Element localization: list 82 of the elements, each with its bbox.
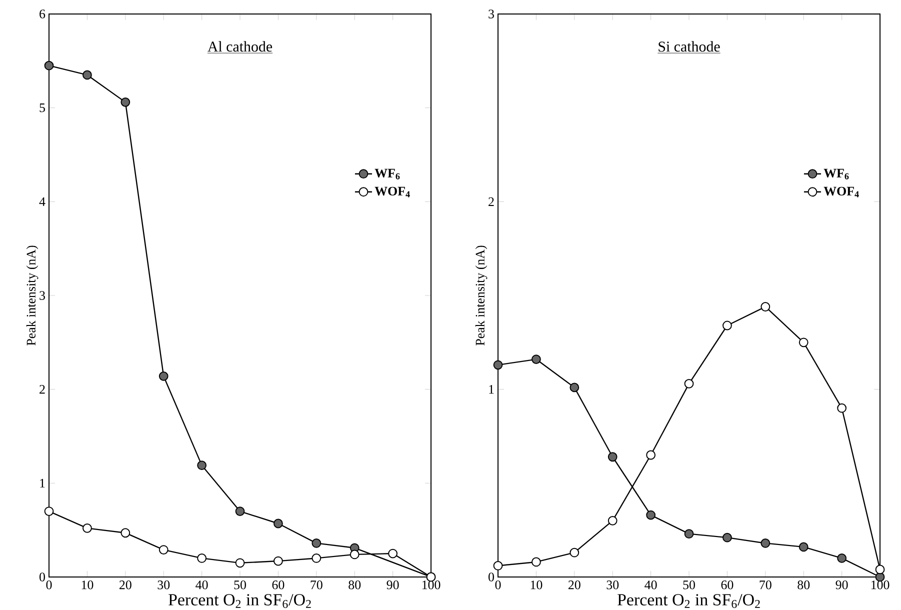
y-tick-label: 0 [40,572,45,582]
point [760,538,770,548]
point [608,516,618,526]
x-tick-label: 100 [422,580,440,590]
x-tick-label: 50 [234,580,246,590]
point [312,538,322,548]
point [875,564,885,574]
y-tick-label: 6 [40,10,46,18]
x-tick-label: 60 [272,580,284,590]
point [44,506,54,516]
x-tick-label: 0 [46,580,52,590]
y-tick-label: 1 [40,478,45,488]
x-tick-label: 0 [495,580,501,590]
y-tick-label: 0 [488,572,494,582]
y-axis-title: Peak intensity (nA) [475,246,488,346]
point [684,529,694,539]
x-axis-title: Percent O$_{2}$ in SF$_{6}$/O$_{2}$ [618,594,760,608]
x-tick-label: 20 [568,580,580,590]
y-axis-title: Peak intensity (nA) [26,246,38,346]
point [646,510,656,520]
text: Al cathode [208,41,272,52]
x-tick-label: 90 [836,580,848,590]
y-tick-label: 3 [488,10,494,18]
y-tick-label: 4 [39,197,46,206]
point [570,382,580,392]
point [570,548,580,558]
point [388,548,398,558]
legend-label: WF$_{6}$ [374,168,400,180]
y-tick-label: 3 [40,291,45,300]
point [158,371,168,381]
point [235,506,245,516]
point [44,60,54,70]
point [158,545,168,554]
x-tick-label: 70 [760,580,772,590]
point [532,557,541,567]
point [350,550,360,560]
point [798,542,808,552]
x-tick-label: 50 [683,580,695,590]
y-tick-label: 1 [489,385,494,394]
x-tick-label: 20 [119,580,132,590]
point [120,97,130,107]
point [235,558,245,568]
point [684,378,694,388]
point [312,554,322,563]
y-tick-label: 2 [488,197,494,206]
x-tick-label: 40 [644,580,657,590]
legend-label: WOF$_{4}$ [824,186,859,198]
x-tick-label: 60 [721,580,734,590]
text: Si cathode [658,41,720,52]
x-tick-label: 90 [386,580,399,590]
x-axis-title: Percent O$_{2}$ in SF$_{6}$/O$_{2}$ [168,594,311,608]
point [493,360,503,370]
legend-label: WOF$_{4}$ [374,186,410,198]
point [837,403,847,413]
point [120,528,130,538]
point [837,554,847,563]
x-tick-label: 70 [310,580,322,590]
point [798,338,808,348]
point [197,460,207,470]
point [532,354,541,364]
x-tick-label: 30 [606,580,619,590]
x-tick-label: 10 [530,580,542,590]
point [197,554,207,563]
x-tick-label: 80 [798,580,810,590]
point [82,70,92,80]
x-tick-label: 10 [82,580,94,590]
point [760,302,770,312]
point [646,450,656,460]
y-tick-label: 5 [40,104,45,112]
point [608,452,618,462]
x-tick-label: 80 [348,580,361,590]
point [722,320,732,330]
x-tick-label: 30 [158,580,170,590]
x-tick-label: 100 [871,580,890,590]
x-tick-label: 40 [196,580,208,590]
point [274,556,283,566]
point [722,532,732,542]
point [493,561,503,570]
y-tick-label: 2 [40,385,45,394]
point [274,518,283,528]
legend-label: WF$_{6}$ [824,168,849,180]
point [82,523,92,533]
